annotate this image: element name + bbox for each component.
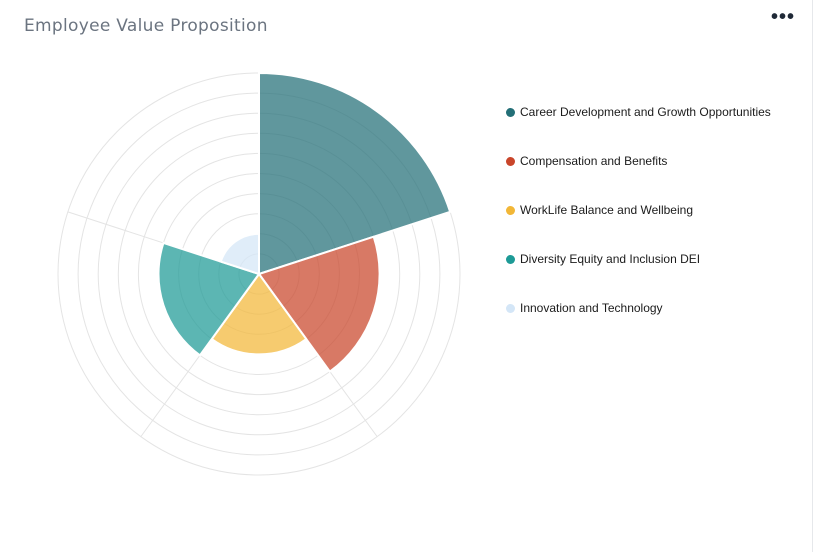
chart-title: Employee Value Proposition [24, 16, 268, 36]
legend-item-diversity-equity-and-inclusion-dei[interactable]: Diversity Equity and Inclusion DEI [506, 251, 771, 267]
more-options-icon[interactable]: ••• [770, 6, 796, 28]
legend-item-compensation-and-benefits[interactable]: Compensation and Benefits [506, 153, 771, 169]
slice-diversity-equity-and-inclusion-dei[interactable] [157, 241, 261, 357]
slice-compensation-and-benefits[interactable] [257, 235, 381, 373]
legend-dot-icon [506, 303, 515, 313]
legend-label: Innovation and Technology [520, 301, 663, 315]
more-options-glyph: ••• [770, 6, 795, 28]
slice-career-development-and-growth-opportunities[interactable] [258, 71, 452, 276]
chart-legend: Career Development and Growth Opportunit… [506, 104, 771, 349]
legend-label: WorkLife Balance and Wellbeing [520, 203, 693, 217]
legend-item-innovation-and-technology[interactable]: Innovation and Technology [506, 300, 771, 316]
legend-dot-icon [506, 254, 515, 264]
slice-innovation-and-technology[interactable] [219, 232, 260, 276]
legend-label: Career Development and Growth Opportunit… [520, 105, 771, 119]
legend-dot-icon [506, 107, 515, 117]
polar-area-chart [57, 71, 461, 476]
legend-dot-icon [506, 205, 515, 215]
legend-dot-icon [506, 156, 515, 166]
legend-item-career-development-and-growth-opportunities[interactable]: Career Development and Growth Opportunit… [506, 104, 771, 120]
legend-label: Diversity Equity and Inclusion DEI [520, 252, 701, 266]
slice-worklife-balance-and-wellbeing[interactable] [210, 272, 308, 356]
legend-item-worklife-balance-and-wellbeing[interactable]: WorkLife Balance and Wellbeing [506, 202, 771, 218]
legend-label: Compensation and Benefits [520, 154, 668, 168]
